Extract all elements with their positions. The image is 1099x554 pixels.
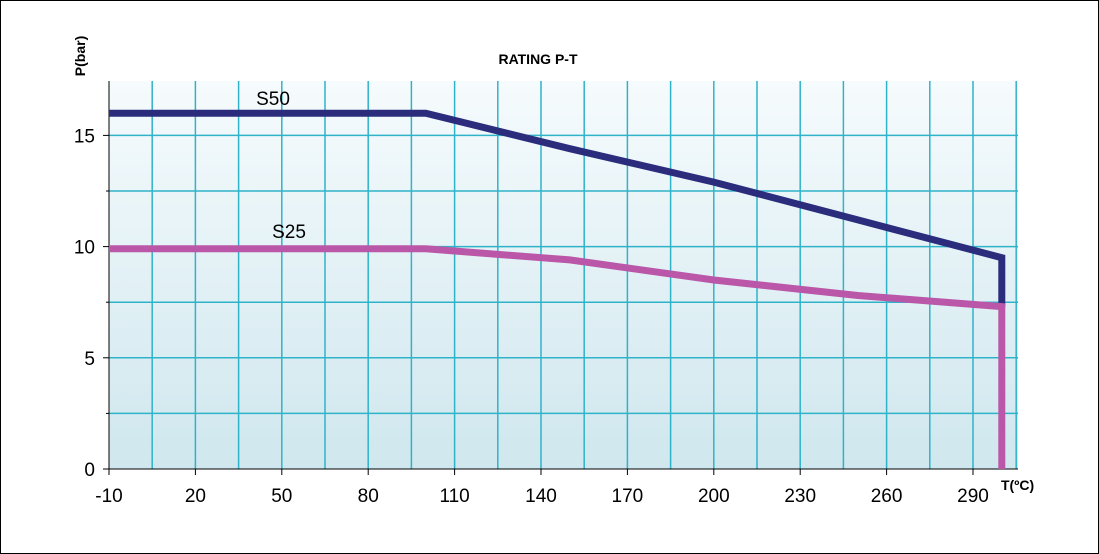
plot-area	[109, 81, 1018, 469]
x-tick-label: 260	[871, 486, 903, 507]
y-tick-label: 10	[74, 238, 95, 259]
series-label-s25: S25	[272, 222, 306, 243]
x-tick-label: 80	[358, 486, 379, 507]
x-tick-label: 20	[185, 486, 206, 507]
labels: S50 S25	[256, 89, 306, 243]
x-axis-title: T(ºC)	[1001, 477, 1034, 493]
series-line-s50	[109, 109, 1006, 307]
series-line-s25	[109, 245, 1006, 469]
x-tick-label: 290	[957, 486, 989, 507]
y-tick-label: 5	[84, 349, 95, 370]
series-label-s50: S50	[256, 89, 290, 110]
x-tick-label: -10	[95, 486, 122, 507]
x-tick-label: 170	[612, 486, 644, 507]
y-tick-label: 0	[84, 460, 95, 481]
x-tick-label: 110	[439, 486, 469, 507]
x-tick-label: 50	[271, 486, 292, 507]
series-lines	[109, 109, 1006, 469]
x-tick-label: 230	[784, 486, 816, 507]
x-tick-label: 140	[525, 486, 557, 507]
y-tick-label: 15	[74, 126, 95, 147]
y-axis-title: P(bar)	[72, 36, 88, 76]
x-tick-label: 200	[698, 486, 730, 507]
axes: 0 5 10 15 -10 20 50 80 110 140 170 200 230 260 290	[74, 81, 1018, 507]
chart-title: RATING P-T	[498, 51, 578, 67]
